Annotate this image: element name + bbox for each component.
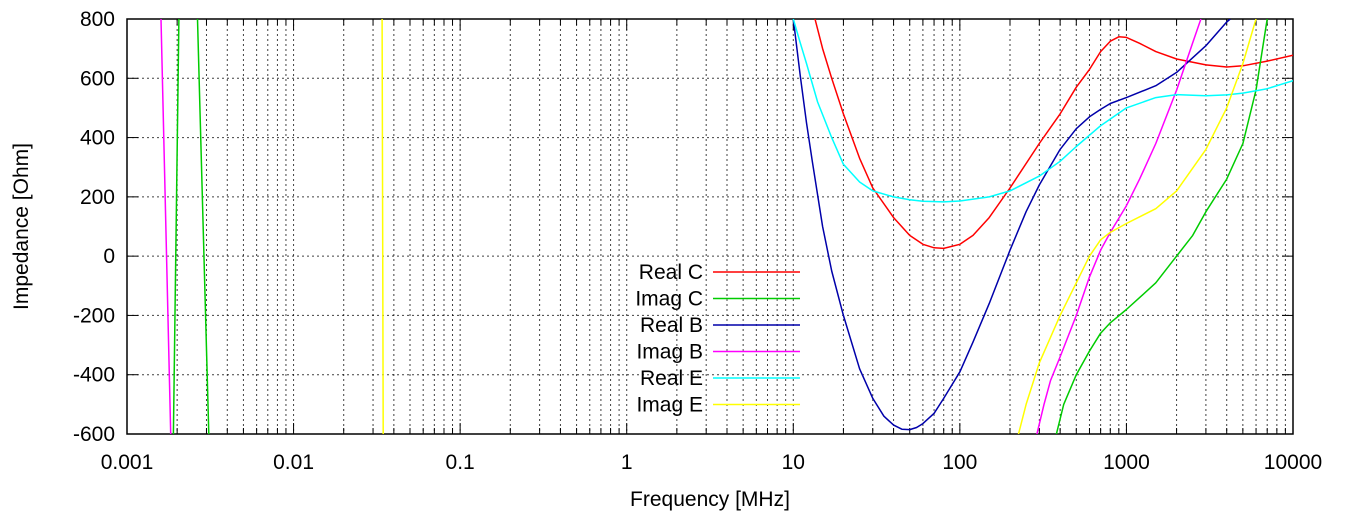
series-line-real-e: [792, 19, 1293, 203]
series-lines: [160, 19, 1293, 434]
series-line-imag-b: [160, 19, 1202, 434]
legend-label: Real B: [640, 314, 703, 337]
y-tick-label: 400: [80, 127, 115, 150]
x-tick-label: 1000: [1103, 451, 1150, 474]
y-tick-label: 600: [80, 67, 115, 90]
plot-frame: [126, 18, 1294, 435]
x-tick-label: 0.01: [273, 451, 314, 474]
y-tick-label: 200: [80, 186, 115, 209]
legend: Real C Imag C Real B Imag B Real E Imag E: [635, 261, 800, 417]
y-tick-labels: 800 600 400 200 0 -200 -400 -600: [73, 8, 115, 446]
axis-ticks: [126, 18, 1294, 435]
x-tick-label: 1: [621, 451, 633, 474]
legend-label: Imag C: [635, 288, 703, 311]
y-tick-label: 0: [103, 245, 115, 268]
y-axis-title: Impedance [Ohm]: [10, 143, 33, 310]
x-tick-label: 0.001: [101, 451, 154, 474]
x-tick-label: 100: [942, 451, 977, 474]
x-tick-label: 0.1: [446, 451, 475, 474]
x-tick-label: 10: [782, 451, 805, 474]
y-tick-label: -400: [73, 364, 115, 387]
y-tick-label: -200: [73, 304, 115, 327]
legend-label: Imag B: [636, 341, 703, 364]
grid: [127, 19, 1293, 434]
series-line-imag-c: [172, 19, 1268, 434]
series-line-real-b: [792, 19, 1231, 431]
legend-label: Imag E: [636, 394, 703, 417]
y-tick-label: -600: [73, 423, 115, 446]
legend-label: Real E: [640, 367, 703, 390]
legend-label: Real C: [639, 261, 703, 284]
x-tick-labels: 0.001 0.01 0.1 1 10 100 1000 10000: [101, 451, 1322, 474]
series-line-imag-e: [381, 19, 1257, 434]
x-axis-title: Frequency [MHz]: [630, 488, 790, 511]
y-tick-label: 800: [80, 8, 115, 31]
series-line-real-c: [814, 19, 1293, 250]
x-tick-label: 10000: [1264, 451, 1322, 474]
